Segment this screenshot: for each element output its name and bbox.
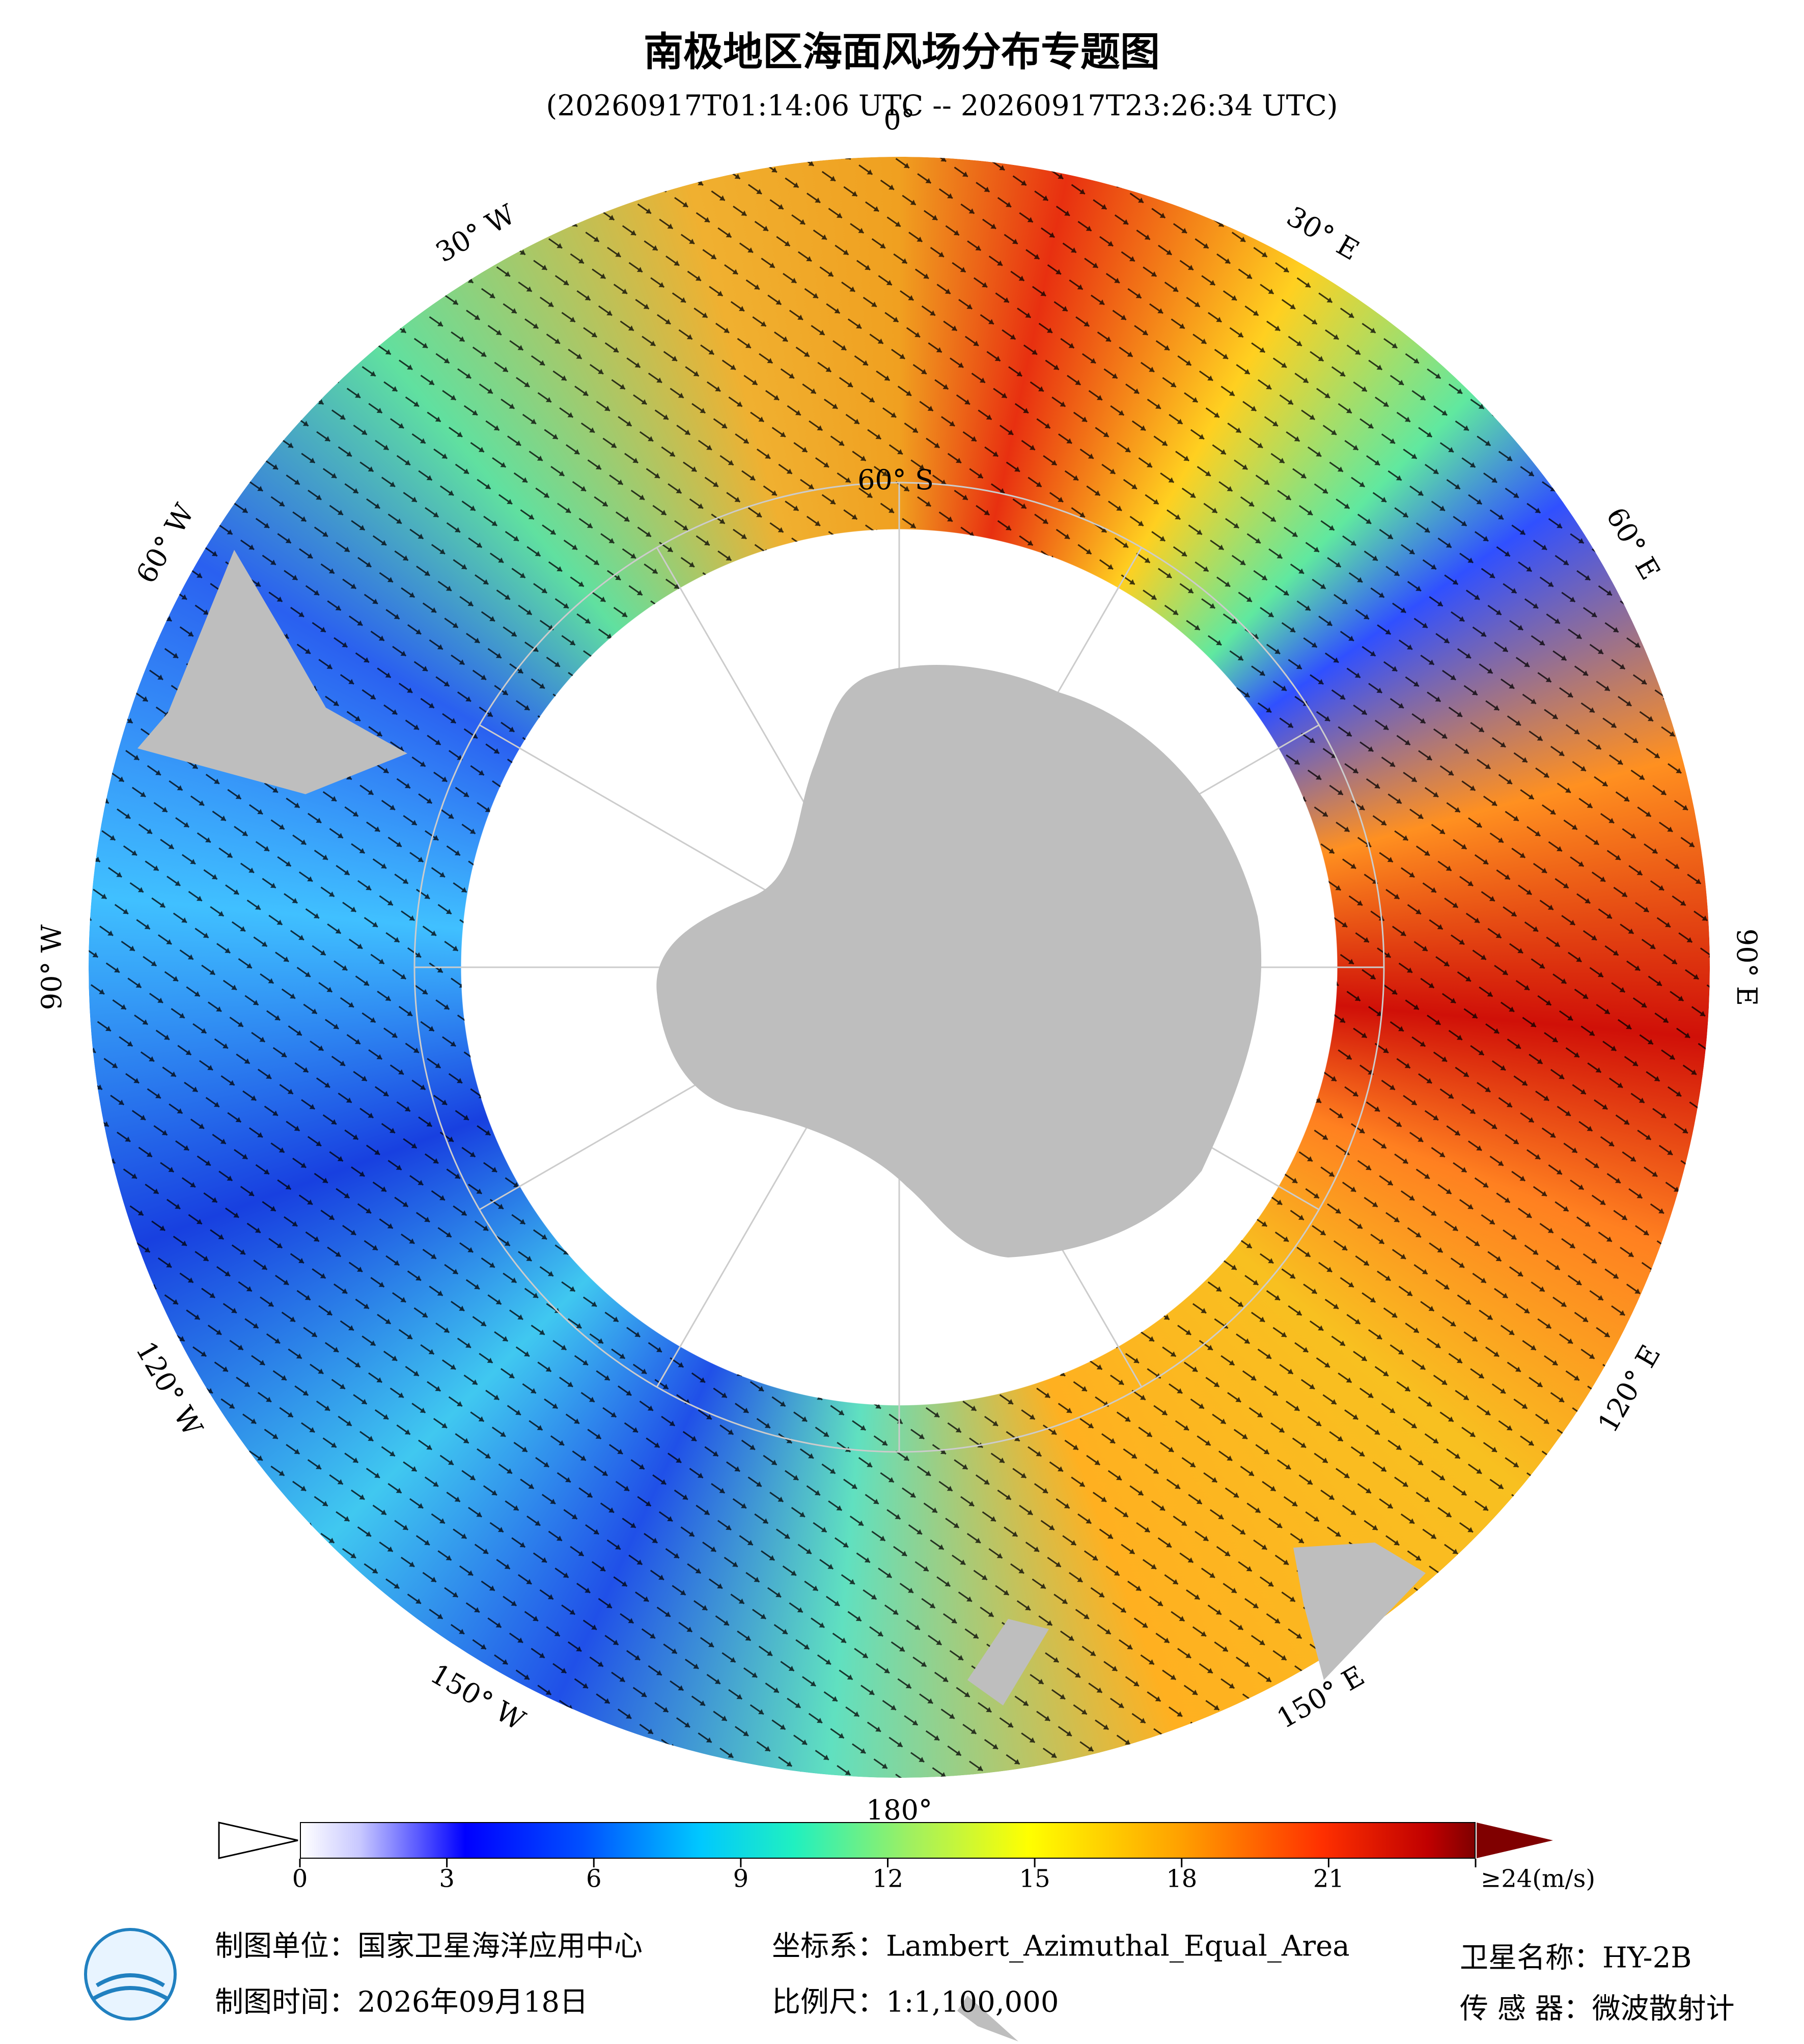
title: 南极地区海面风场分布专题图 [644, 29, 1160, 75]
south-america [137, 550, 407, 794]
colorbar-tick-label: 12 [872, 1865, 903, 1893]
latitude-label: 60° S [857, 464, 934, 496]
footer-date: 制图时间：2026年09月18日 [215, 1986, 588, 2019]
colorbar [300, 1822, 1476, 1859]
colorbar-tick-label: 18 [1166, 1865, 1197, 1893]
longitude-label: 90° W [36, 924, 68, 1010]
colorbar-max-arrow [1477, 1823, 1553, 1858]
longitude-label: 0° [883, 104, 914, 136]
colorbar-tick-label: 3 [439, 1865, 455, 1893]
longitude-label: 180° [866, 1794, 932, 1826]
logo [84, 1928, 177, 2021]
colorbar-tick-label: 9 [733, 1865, 749, 1893]
footer-sensor: 传 感 器：微波散射计 [1460, 1993, 1735, 2026]
antarctica [656, 665, 1262, 1257]
colorbar-tick-label: 15 [1019, 1865, 1050, 1893]
colorbar-min-arrow [218, 1822, 298, 1859]
footer-unit: 制图单位：国家卫星海洋应用中心 [215, 1930, 643, 1963]
land [957, 1543, 1426, 2041]
subtitle: (20260917T01:14:06 UTC -- 20260917T23:26… [546, 90, 1338, 123]
colorbar-tick-label: 21 [1313, 1865, 1344, 1893]
colorbar-tick-label: ≥24(m/s) [1481, 1865, 1595, 1893]
footer-crs: 坐标系：Lambert_Azimuthal_Equal_Area [772, 1930, 1350, 1963]
longitude-label: 90° E [1731, 929, 1763, 1006]
colorbar-tick-label: 6 [586, 1865, 602, 1893]
footer-scale: 比例尺：1:1,100,000 [772, 1986, 1059, 2019]
colorbar-tick-label: 0 [292, 1865, 308, 1893]
footer-satellite: 卫星名称：HY-2B [1460, 1942, 1691, 1975]
